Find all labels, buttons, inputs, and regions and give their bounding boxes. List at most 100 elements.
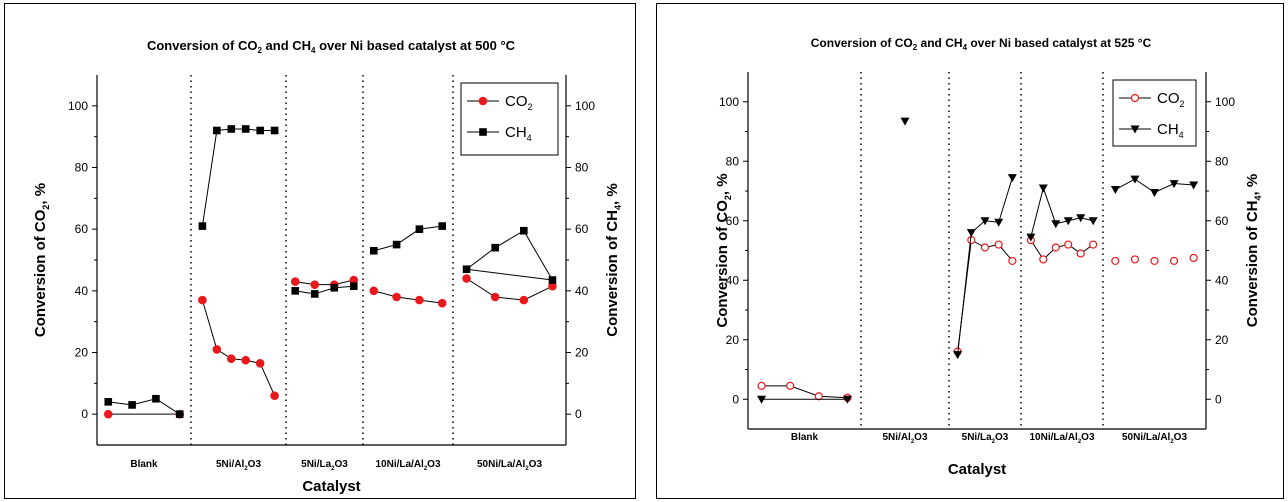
x-group-label: Blank — [130, 459, 158, 470]
series-line — [466, 230, 554, 281]
legend-marker — [478, 96, 488, 106]
x-group-label-text: Blank — [130, 459, 158, 470]
data-point — [966, 229, 976, 238]
x-group-label-text: 10Ni/La/Al — [1029, 432, 1078, 443]
series-line — [201, 128, 275, 227]
series-line — [466, 278, 553, 301]
data-point — [438, 222, 446, 230]
chart-title-subscript: 4 — [963, 43, 968, 52]
legend-marker — [1130, 93, 1140, 103]
chart-title-subscript: 2 — [913, 43, 918, 52]
data-point — [1150, 256, 1159, 266]
x-group-label-subscript: 2 — [244, 466, 248, 472]
data-point — [1007, 174, 1017, 183]
data-point — [370, 246, 378, 255]
legend-label: CH4 — [505, 124, 532, 143]
data-point — [491, 243, 499, 252]
data-point — [241, 355, 251, 365]
series-line — [1030, 239, 1094, 261]
y-tick-label-left: 60 — [75, 222, 89, 236]
y-tick-label-left: 80 — [75, 161, 89, 175]
legend-label-subscript: 2 — [528, 102, 533, 112]
data-point — [1189, 181, 1199, 190]
chart-title-text: Conversion of CO — [811, 36, 913, 50]
data-point — [1051, 243, 1060, 252]
x-group-label-subscript: 2 — [331, 466, 335, 472]
y-tick-label-left: 60 — [726, 214, 740, 228]
data-point — [757, 381, 766, 390]
x-group-label-text-tail: O3 — [427, 459, 441, 470]
data-point — [1189, 253, 1198, 263]
data-point — [152, 394, 160, 403]
x-group-label: 5Ni/La2O3 — [301, 459, 348, 472]
data-point — [128, 401, 136, 409]
chart-title-text: Conversion of CO — [147, 38, 258, 53]
legend-label-text: CH — [505, 124, 527, 141]
data-point — [213, 126, 221, 135]
x-group-label-text: 5Ni/Al — [882, 432, 911, 443]
y-axis-label-right-text-tail: , % — [604, 183, 621, 205]
data-point — [1038, 184, 1048, 193]
y-tick-label-right: 20 — [575, 346, 589, 360]
x-group-label: 5Ni/La2O3 — [962, 432, 1009, 445]
data-point — [310, 290, 319, 298]
x-group-label-text-tail: O3 — [1174, 432, 1188, 443]
y-tick-label-right: 100 — [1215, 95, 1235, 109]
data-point — [1039, 255, 1048, 264]
y-tick-label-right: 60 — [1215, 214, 1229, 228]
series-line — [295, 279, 354, 286]
data-point — [994, 218, 1004, 227]
data-point — [1150, 188, 1159, 197]
data-point — [226, 354, 236, 363]
x-group-label: 10Ni/La/Al2O3 — [1029, 432, 1094, 445]
data-point — [842, 395, 852, 404]
chart-title-subscript: 2 — [257, 46, 262, 55]
legend-box — [1112, 79, 1197, 147]
legend-box — [460, 82, 559, 156]
data-point — [330, 283, 339, 292]
series-line — [201, 299, 276, 396]
x-group-label-subscript: 2 — [1078, 439, 1082, 445]
y-axis-label-right-text: Conversion of CH — [1244, 201, 1261, 328]
data-point — [1110, 186, 1120, 195]
legend-label: CO2 — [1157, 90, 1185, 109]
data-point — [256, 126, 264, 135]
data-point — [369, 286, 379, 296]
legend-marker — [1130, 125, 1140, 134]
data-point — [1130, 255, 1140, 264]
chart-panel-500c: Conversion of CO2 and CH4 over Ni based … — [4, 3, 636, 499]
data-point — [900, 117, 910, 126]
y-axis-label-left-subscript: 2 — [723, 195, 733, 200]
x-group-label-subscript: 2 — [992, 439, 996, 445]
y-axis-label-right-text: Conversion of CH — [604, 210, 621, 337]
x-axis-label: Catalyst — [948, 461, 1006, 478]
y-axis-label-left-text-tail: , % — [32, 183, 49, 205]
x-group-label-subscript: 2 — [424, 466, 428, 472]
legend-label-subscript: 4 — [1179, 130, 1184, 140]
legend-label: CO2 — [505, 93, 533, 112]
x-axis-label: Catalyst — [302, 478, 360, 495]
data-point — [310, 280, 320, 289]
x-group-label-text-tail: O3 — [529, 459, 543, 470]
y-tick-label-left: 0 — [81, 407, 88, 421]
legend-label-subscript: 4 — [527, 133, 532, 143]
x-group-label: 50Ni/La/Al2O3 — [477, 459, 542, 472]
data-point — [1130, 175, 1140, 184]
x-group-label-text: 50Ni/La/Al — [1122, 432, 1171, 443]
x-group-label-text-tail: O3 — [914, 432, 928, 443]
y-axis-label-left: Conversion of CO2, % — [32, 183, 51, 337]
data-point — [175, 410, 184, 418]
chart-title-text: over Ni based catalyst at 525 °C — [967, 36, 1152, 50]
chart-title-text: and CH — [262, 38, 311, 53]
y-tick-label-left: 0 — [732, 392, 739, 406]
chart-title-subscript: 4 — [311, 46, 316, 55]
y-axis-label-right: Conversion of CH4, % — [604, 183, 623, 336]
data-point — [1169, 256, 1179, 266]
y-tick-label-right: 100 — [575, 99, 595, 113]
chart-525c: Conversion of CO2 and CH4 over Ni based … — [714, 36, 1263, 478]
data-point — [290, 277, 300, 286]
y-axis-label-left-text: Conversion of CO — [714, 200, 731, 328]
y-tick-label-left: 40 — [726, 273, 740, 287]
series-line — [957, 239, 1013, 352]
y-tick-label-right: 40 — [1215, 273, 1229, 287]
